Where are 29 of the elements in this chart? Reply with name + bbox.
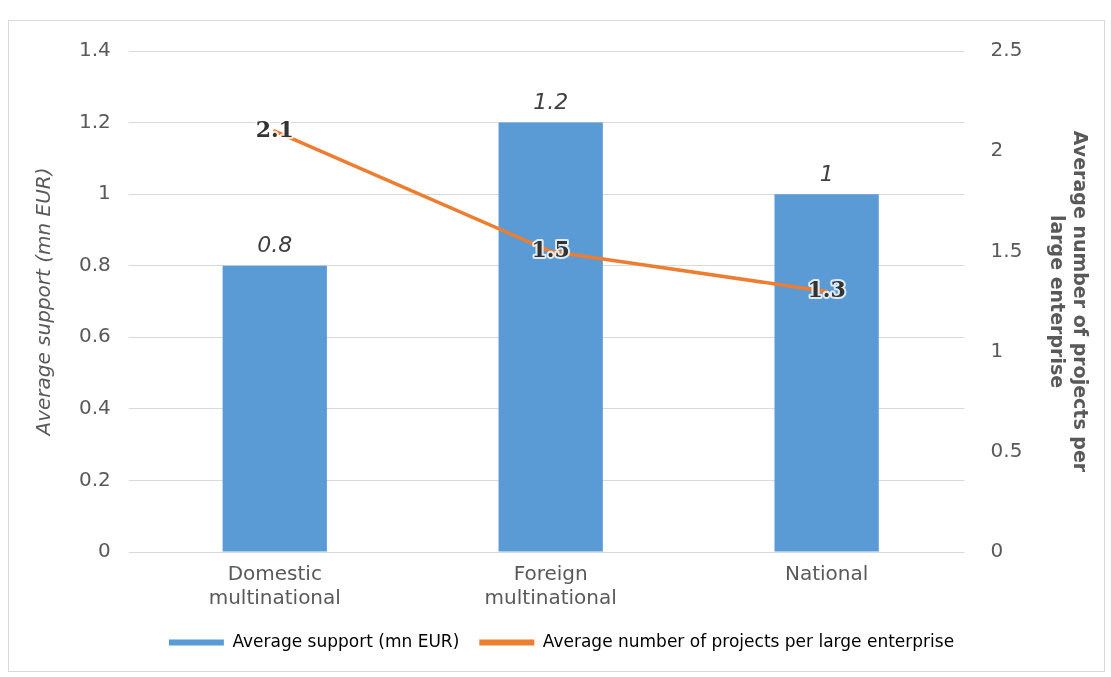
y-tick-label: 0.4	[78, 395, 111, 420]
y2-tick-label: 2	[990, 137, 1004, 162]
y2-tick-label: 2.5	[990, 37, 1023, 62]
y2-tick-label: 1.5	[990, 237, 1023, 262]
y-axis-title: Average support (mn EUR)	[31, 167, 56, 438]
data-label: 1.3	[807, 276, 846, 303]
legend-label: Average support (mn EUR)	[232, 630, 460, 651]
y-tick-label: 1.4	[78, 37, 111, 62]
y-tick-label: 0	[98, 538, 111, 563]
y2-tick-label: 0.5	[990, 438, 1023, 462]
data-label: 1	[819, 160, 834, 186]
x-tick-label: Foreign multinational	[484, 561, 617, 610]
bar	[774, 194, 879, 552]
bar	[498, 122, 603, 552]
data-label: 2.1	[255, 115, 294, 142]
y-tick-label: 1	[98, 180, 111, 205]
y-tick-label: 0.6	[78, 323, 111, 348]
legend-label: Average number of projects per large enterprise	[542, 630, 955, 651]
bar	[222, 265, 327, 552]
x-tick-label: National	[784, 561, 869, 586]
y-tick-label: 0.8	[78, 251, 111, 276]
y2-axis-title: Average number of projects per large enterprise	[1046, 130, 1092, 473]
y-tick-label: 0.2	[78, 466, 111, 491]
data-label: 0.8	[257, 232, 293, 258]
data-label: 1.2	[533, 89, 569, 115]
y2-tick-label: 1	[990, 337, 1004, 362]
x-tick-label: Domestic multinational	[208, 561, 341, 610]
y2-tick-label: 0	[990, 538, 1004, 563]
y-tick-label: 1.2	[78, 108, 111, 133]
